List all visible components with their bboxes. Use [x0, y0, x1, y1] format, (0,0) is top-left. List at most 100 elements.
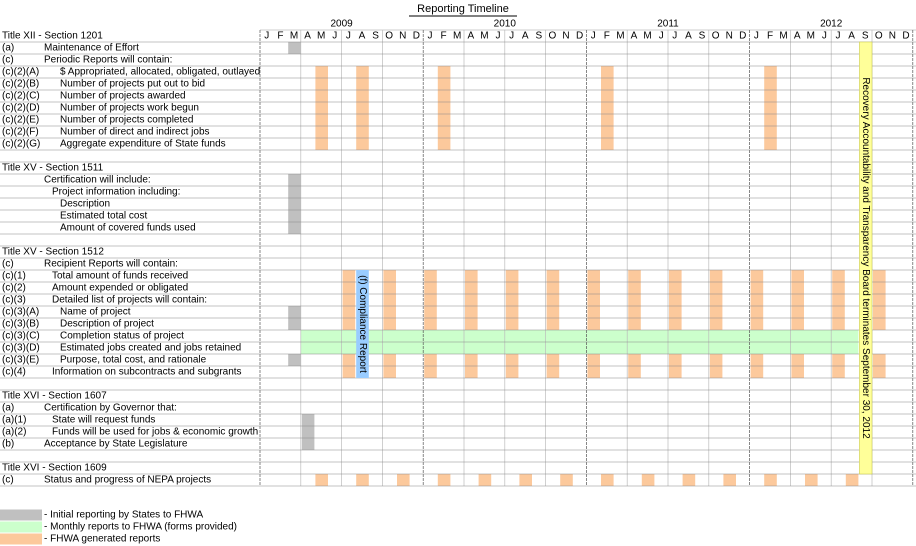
fhwa-cell: [437, 126, 451, 138]
fhwa-cell: [709, 282, 723, 294]
fhwa-cell: [315, 102, 328, 114]
month-label: J: [346, 31, 351, 42]
row-code: (c)(3)(C): [2, 331, 40, 342]
fhwa-cell: [764, 90, 777, 102]
section-heading: Title XII - Section 1201: [2, 31, 103, 42]
row-label: Amount of covered funds used: [60, 223, 196, 234]
month-label: D: [739, 31, 746, 42]
fhwa-cell: [546, 306, 560, 318]
month-label: J: [332, 31, 337, 42]
fhwa-cell: [601, 474, 614, 486]
month-label: A: [467, 31, 474, 42]
fhwa-cell: [383, 282, 396, 294]
fhwa-cell: [709, 306, 723, 318]
fhwa-cell: [750, 354, 764, 366]
fhwa-cell: [832, 354, 845, 366]
initial-cell: [288, 198, 301, 210]
legend-label: - FHWA generated reports: [44, 534, 160, 545]
row-label: Aggregate expenditure of State funds: [60, 139, 226, 150]
fhwa-cell: [342, 366, 356, 378]
month-label: F: [441, 31, 447, 42]
month-label: S: [372, 31, 379, 42]
fhwa-cell: [505, 270, 519, 282]
fhwa-cell: [505, 354, 519, 366]
fhwa-cell: [465, 318, 478, 330]
fhwa-cell: [505, 306, 519, 318]
month-label: O: [549, 31, 557, 42]
fhwa-cell: [315, 90, 328, 102]
initial-cell: [288, 222, 301, 234]
initial-cell: [301, 414, 315, 426]
section-heading: Title XV - Section 1511: [2, 163, 104, 174]
fhwa-cell: [669, 294, 682, 306]
row-label: Status and progress of NEPA projects: [44, 475, 211, 486]
row-code: (c)(4): [2, 367, 26, 378]
fhwa-cell: [383, 270, 396, 282]
row-code: (c): [2, 55, 14, 66]
fhwa-cell: [764, 474, 777, 486]
fhwa-cell: [791, 354, 804, 366]
fhwa-cell: [315, 66, 328, 78]
fhwa-cell: [873, 294, 886, 306]
fhwa-cell: [315, 126, 328, 138]
month-label: J: [822, 31, 827, 42]
month-label: M: [453, 31, 461, 42]
month-label: D: [902, 31, 909, 42]
initial-cell: [288, 354, 301, 366]
fhwa-cell: [356, 78, 369, 90]
fhwa-cell: [465, 294, 478, 306]
row-label: Project information including:: [52, 187, 180, 198]
row-code: (a)(1): [2, 415, 26, 426]
month-label: M: [317, 31, 325, 42]
monthly-band: [300, 330, 859, 342]
row-code: (a)(2): [2, 427, 26, 438]
month-label: M: [643, 31, 651, 42]
fhwa-cell: [873, 354, 886, 366]
fhwa-cell: [601, 78, 614, 90]
fhwa-cell: [546, 366, 560, 378]
fhwa-cell: [709, 318, 723, 330]
fhwa-cell: [587, 366, 600, 378]
fhwa-cell: [465, 282, 478, 294]
month-label: O: [385, 31, 393, 42]
row-label: Number of projects work begun: [60, 103, 199, 114]
fhwa-cell: [832, 294, 845, 306]
fhwa-cell: [845, 474, 859, 486]
fhwa-cell: [437, 114, 451, 126]
row-code: (c)(1): [2, 271, 26, 282]
month-label: S: [862, 31, 869, 42]
fhwa-cell: [383, 318, 396, 330]
fhwa-cell: [383, 366, 396, 378]
row-code: (c): [2, 259, 14, 270]
fhwa-cell: [587, 318, 600, 330]
fhwa-cell: [383, 294, 396, 306]
row-label: Description of project: [60, 319, 154, 330]
month-label: J: [659, 31, 664, 42]
row-code: (c)(3)(B): [2, 319, 39, 330]
month-label: M: [779, 31, 787, 42]
fhwa-cell: [505, 282, 519, 294]
row-label: Detailed list of projects will contain:: [52, 295, 207, 306]
fhwa-cell: [805, 474, 818, 486]
row-code: (a): [2, 43, 14, 54]
fhwa-cell: [505, 318, 519, 330]
fhwa-cell: [873, 306, 886, 318]
legend-swatch: [0, 509, 42, 521]
fhwa-cell: [832, 306, 845, 318]
month-label: M: [616, 31, 624, 42]
fhwa-cell: [750, 366, 764, 378]
title: Reporting Timeline: [417, 3, 509, 15]
row-code: (c)(2)(E): [2, 115, 39, 126]
fhwa-cell: [682, 474, 696, 486]
row-code: (c)(2)(C): [2, 91, 40, 102]
row-label: Estimated jobs created and jobs retained: [60, 343, 241, 354]
fhwa-cell: [356, 66, 369, 78]
fhwa-cell: [437, 138, 451, 150]
month-label: A: [794, 31, 801, 42]
fhwa-cell: [832, 282, 845, 294]
fhwa-cell: [628, 282, 641, 294]
cells: [288, 42, 886, 486]
initial-cell: [288, 42, 301, 54]
row-label: Description: [60, 199, 110, 210]
